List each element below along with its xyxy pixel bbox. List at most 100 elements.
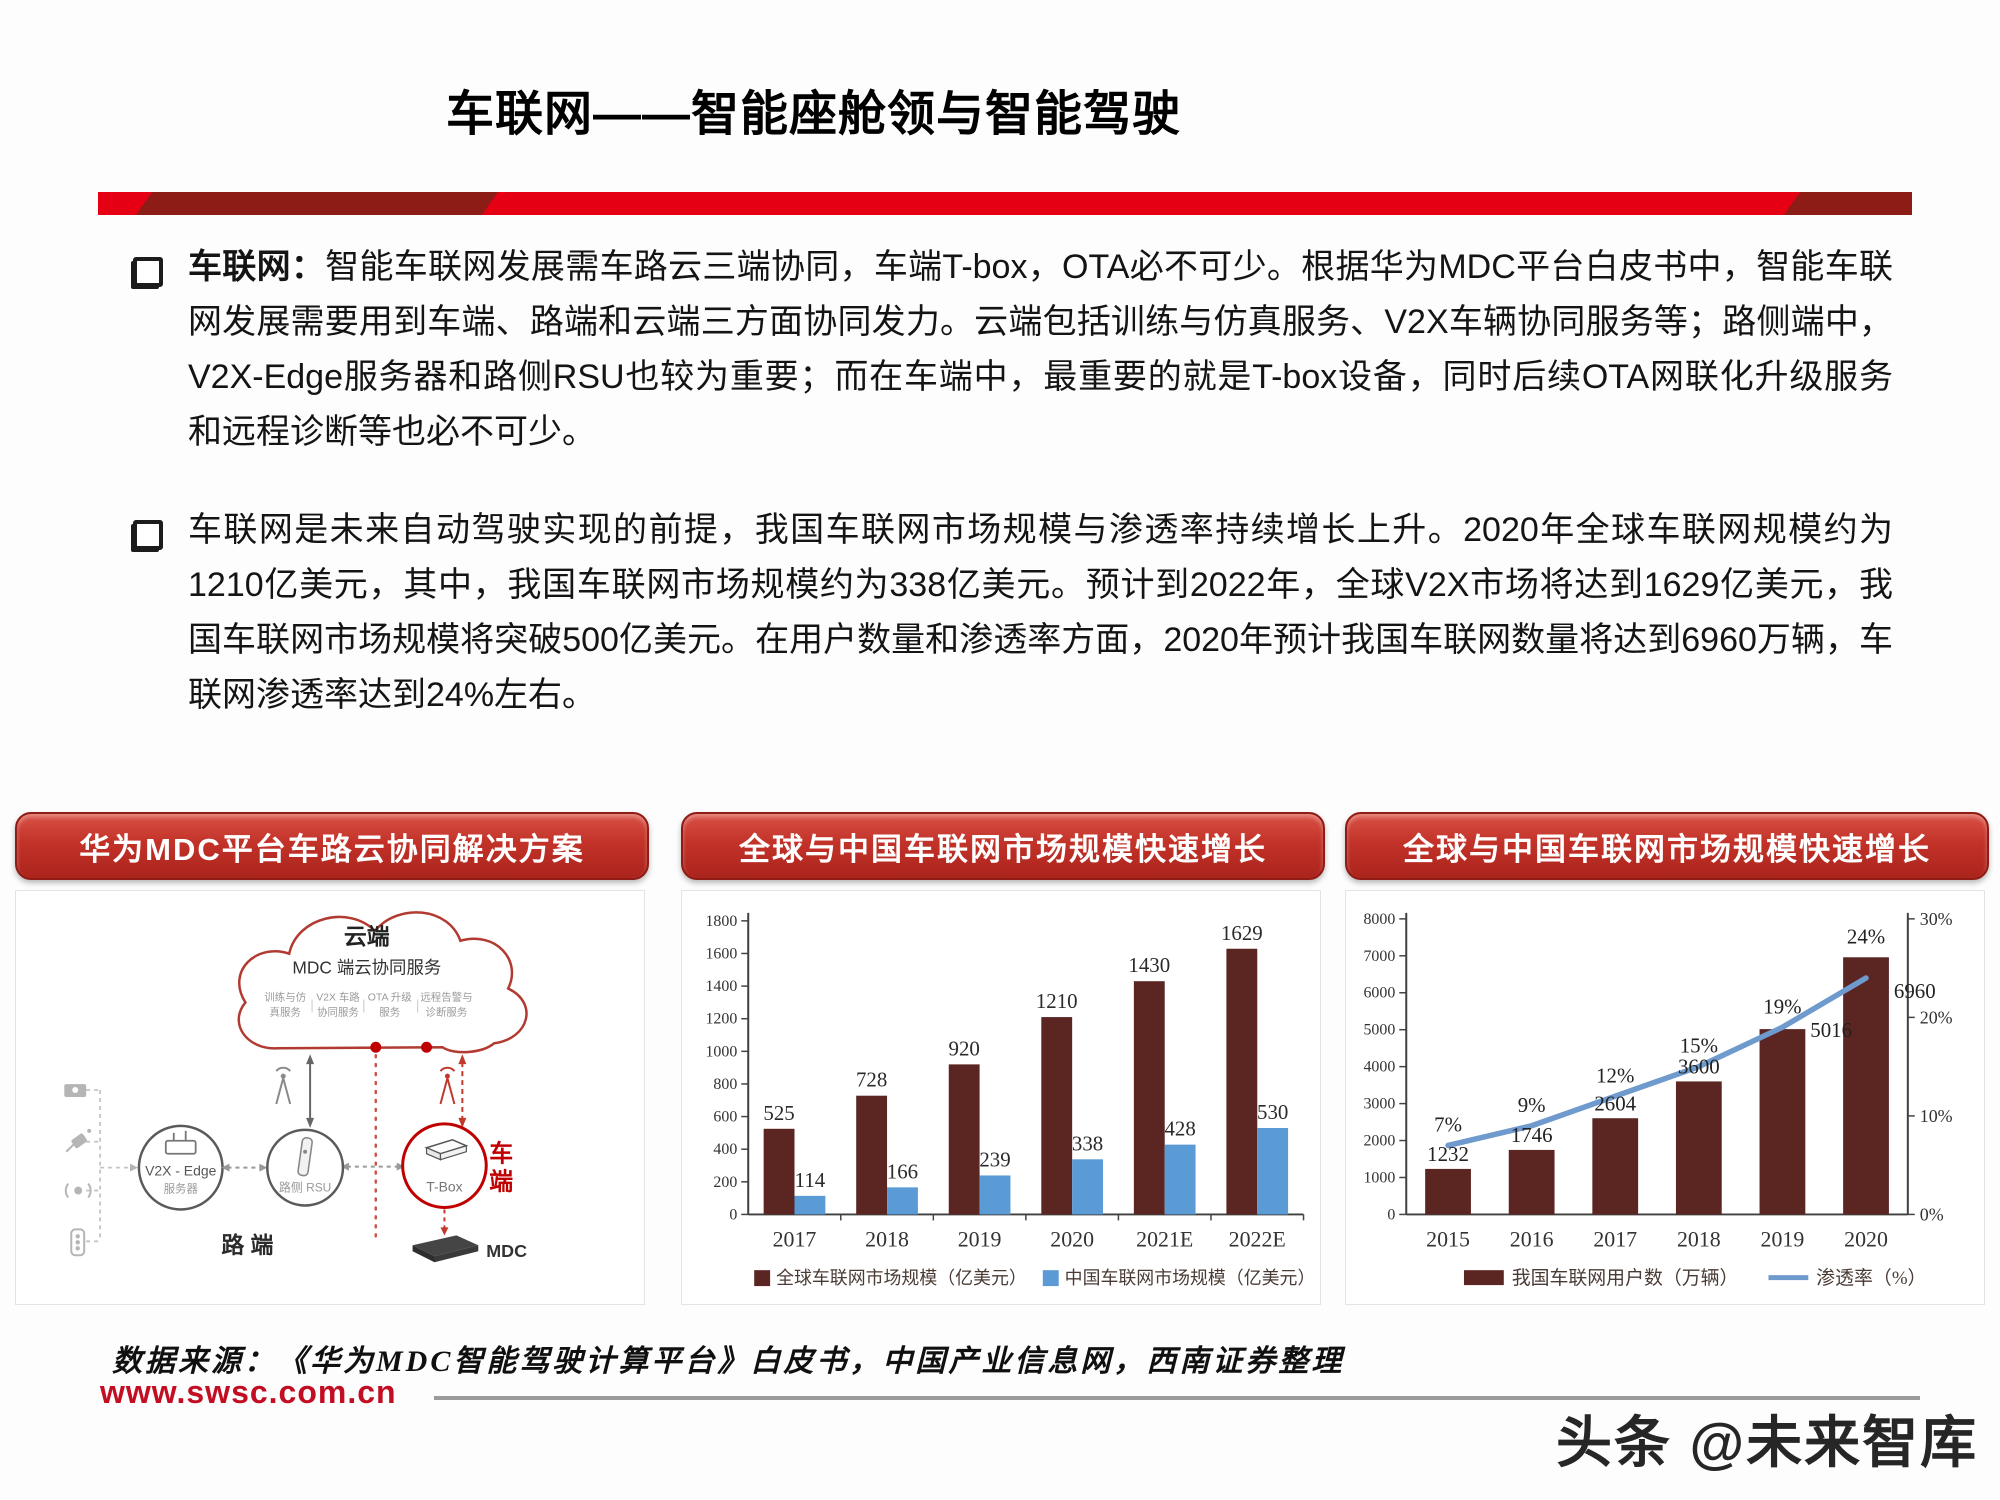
y-tick-label: 6000 <box>1363 985 1395 1002</box>
panel-header-solution: 华为MDC平台车路云协同解决方案 <box>15 812 649 880</box>
china-market-bar <box>1257 1127 1289 1215</box>
bar-value-label: 2604 <box>1594 1091 1636 1115</box>
bar-value-label: 525 <box>763 1101 794 1125</box>
data-source-note: 数据来源：《华为MDC智能驾驶计算平台》白皮书，中国产业信息网，西南证券整理 <box>112 1345 1345 1378</box>
global-market-bar <box>856 1095 888 1215</box>
mdc-label: MDC <box>486 1241 527 1261</box>
y-tick-label: 5000 <box>1363 1022 1395 1039</box>
y-tick-label: 200 <box>713 1174 737 1191</box>
users-penetration-chart-svg: 0 1000 2000 3000 4000 5000 6000 7000 8000 0% 10% 20… <box>1363 909 1953 1289</box>
bar-value-label: 530 <box>1257 1100 1288 1124</box>
x-tick-label: 2018 <box>865 1226 909 1251</box>
svg-text:|: | <box>362 996 366 1012</box>
bar-value-label: 338 <box>1072 1131 1103 1155</box>
svg-text:真服务: 真服务 <box>270 1005 302 1018</box>
svg-text:V2X 车路: V2X 车路 <box>316 990 360 1003</box>
cloud-link-arrow-red <box>458 1054 467 1128</box>
china-market-bar <box>794 1195 826 1215</box>
users-bar <box>1425 1168 1471 1215</box>
y-tick-label: 1200 <box>705 1011 737 1028</box>
y-tick-label: 8000 <box>1363 911 1395 928</box>
paragraph-1-lead: 车联网： <box>188 248 326 286</box>
legend-label: 中国车联网市场规模（亿美元） <box>1065 1268 1316 1288</box>
tbox-node <box>401 1122 488 1209</box>
rsu-pole-icon <box>297 1137 313 1177</box>
svg-text:协同服务: 协同服务 <box>317 1005 359 1018</box>
global-market-bar <box>948 1064 980 1215</box>
bar-value-label: 1430 <box>1128 953 1170 977</box>
divider-dark-segment <box>1783 192 1912 215</box>
bar-value-label: 114 <box>795 1168 826 1192</box>
penetration-label: 9% <box>1518 1093 1546 1117</box>
x-tick-label: 2019 <box>1761 1226 1805 1251</box>
antenna-icon-red <box>439 1066 456 1105</box>
bar-value-label: 1746 <box>1511 1123 1553 1147</box>
svg-text:远程告警与: 远程告警与 <box>420 990 472 1003</box>
bar-value-label: 1629 <box>1221 921 1263 945</box>
cloud-shape <box>237 911 528 1054</box>
roadside-sensor-icons <box>64 1084 92 1257</box>
users-penetration-chart: 0 1000 2000 3000 4000 5000 6000 7000 8000 0% 10% 20… <box>1346 891 1984 1304</box>
bar-value-label: 166 <box>887 1159 918 1183</box>
bar-value-label: 3600 <box>1678 1054 1720 1078</box>
global-market-bar <box>1041 1017 1073 1215</box>
x-tick-label: 2018 <box>1677 1226 1721 1251</box>
china-market-bar <box>1072 1159 1104 1215</box>
v2x-edge-label: V2X - Edge <box>145 1163 216 1179</box>
penetration-label: 24% <box>1847 924 1885 948</box>
penetration-line <box>1445 975 1869 1149</box>
svg-text:训练与仿: 训练与仿 <box>264 990 306 1003</box>
y-tick-label: 1400 <box>705 978 737 995</box>
legend-swatch <box>754 1270 771 1287</box>
y-tick-label: 4000 <box>1363 1059 1395 1076</box>
sensor-bus-lines <box>86 1089 130 1243</box>
cloud-connector-dot <box>370 1041 382 1053</box>
bullet-icon <box>133 257 163 287</box>
china-market-bar <box>887 1187 918 1215</box>
bar-value-label: 6960 <box>1894 979 1936 1003</box>
y-tick-label: 2000 <box>1363 1133 1395 1150</box>
users-penetration-chart-panel: 0 1000 2000 3000 4000 5000 6000 7000 8000 0% 10% 20… <box>1345 890 1985 1305</box>
svg-text:|: | <box>310 996 314 1012</box>
right-tick-label: 20% <box>1920 1007 1953 1027</box>
title-divider <box>98 192 1912 215</box>
users-bar <box>1508 1149 1555 1215</box>
y-tick-label: 7000 <box>1363 948 1395 965</box>
panel-header-users-chart: 全球与中国车联网市场规模快速增长 <box>1345 812 1989 880</box>
users-bar <box>1759 1029 1806 1215</box>
antenna-icon <box>275 1066 292 1105</box>
y-tick-label: 400 <box>713 1141 737 1158</box>
svg-text:|: | <box>416 996 420 1012</box>
bar-value-label: 1232 <box>1427 1142 1469 1166</box>
footer-divider <box>434 1396 1920 1400</box>
users-bar <box>1592 1118 1639 1215</box>
v2x-edge-device-icon <box>164 1130 197 1155</box>
tbox-mdc-link <box>440 1209 449 1236</box>
bar-value-label: 1210 <box>1036 989 1078 1013</box>
page-title: 车联网——智能座舱领与智能驾驶 <box>446 88 1182 141</box>
panel-header-market-chart: 全球与中国车联网市场规模快速增长 <box>681 812 1325 880</box>
china-market-bar <box>979 1175 1011 1215</box>
sensor-arrowhead <box>129 1163 138 1172</box>
bullet-icon <box>133 520 163 550</box>
market-size-chart-svg: 0 200 400 600 800 1000 1200 1400 1600 1800 525 114 2… <box>705 913 1316 1288</box>
penetration-label: 15% <box>1680 1034 1718 1058</box>
svg-text:OTA 升级: OTA 升级 <box>368 991 412 1003</box>
cloud-subtitle: MDC 端云协同服务 <box>292 958 441 978</box>
x-tick-label: 2021E <box>1136 1226 1193 1251</box>
rsu-label: 路侧 RSU <box>279 1180 331 1195</box>
y-tick-label: 600 <box>713 1109 737 1126</box>
legend-label: 渗透率（%） <box>1816 1267 1926 1289</box>
penetration-label: 7% <box>1434 1113 1462 1137</box>
x-tick-label: 2016 <box>1510 1226 1554 1251</box>
right-tick-label: 0% <box>1920 1204 1944 1224</box>
watermark: 头条 @未来智库 <box>1556 1411 1979 1474</box>
vehicle-side-label: 端 <box>489 1169 513 1196</box>
china-market-bar <box>1164 1144 1196 1215</box>
users-bar <box>1675 1081 1722 1215</box>
divider-dark-segment <box>135 192 499 215</box>
vehicle-side-label: 车 <box>489 1140 513 1168</box>
global-market-bar <box>763 1128 795 1215</box>
